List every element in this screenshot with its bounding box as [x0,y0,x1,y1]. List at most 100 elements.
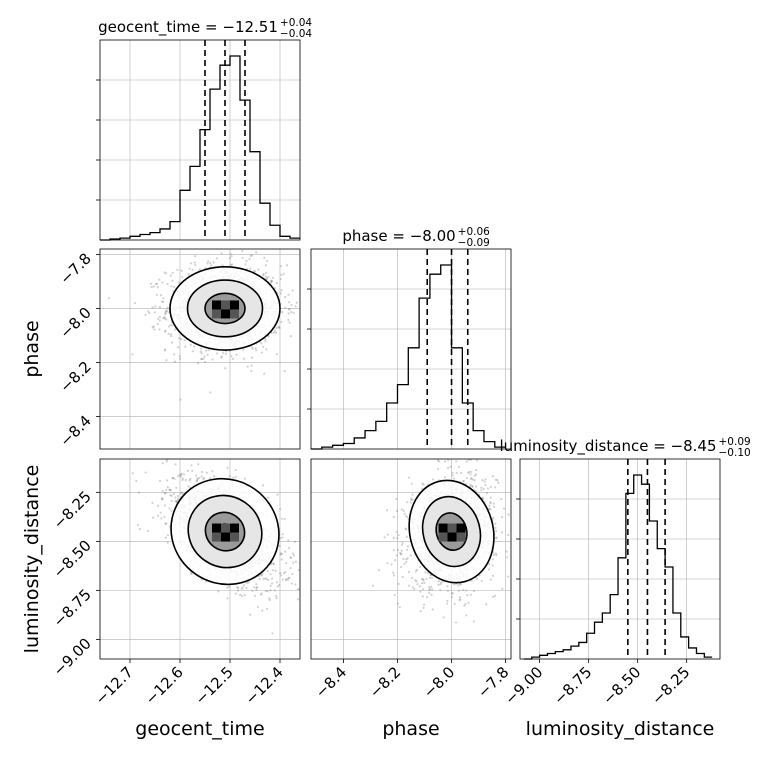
scatter-point [235,353,238,356]
scatter-point [241,249,244,252]
scatter-point [265,259,269,263]
scatter-point [199,350,202,353]
scatter-point [261,274,265,277]
scatter-point [174,463,177,466]
density-peak-bin [221,300,230,310]
scatter-point [436,467,440,471]
scatter-point [451,592,454,595]
scatter-point [489,501,492,504]
scatter-point [415,568,419,571]
scatter-frame [99,458,301,660]
scatter-point [481,479,484,482]
scatter-point [163,316,166,319]
scatter-point [410,498,413,502]
scatter-point [494,478,498,481]
scatter-point [165,272,168,275]
scatter-point [237,586,240,589]
histogram-panel-phase: phase = −8.00 +0.06−0.09 [307,226,511,450]
scatter-point [160,300,164,303]
scatter-point [274,569,277,572]
scatter-point [287,539,290,542]
scatter-point [166,306,169,309]
scatter-point [170,285,173,288]
scatter-point [304,332,306,334]
scatter-point [260,342,263,345]
scatter-point [286,578,290,582]
scatter-point [243,477,246,480]
scatter-point [428,589,431,592]
scatter-point [157,514,160,517]
scatter-point [278,545,281,548]
scatter-point [280,574,283,577]
scatter-point [164,329,167,332]
scatter-point [156,282,159,285]
scatter-point [415,580,418,583]
histogram-step-line [523,474,713,660]
scatter-point [155,293,158,296]
scatter-point [253,594,257,597]
scatter-point [137,491,140,494]
scatter-point [193,261,196,264]
scatter-point [245,581,249,585]
scatter-point [265,272,268,275]
scatter-point [455,471,458,474]
scatter-point [469,483,472,487]
scatter-point [152,285,156,288]
x-tick-label: −8.4 [312,663,350,701]
scatter-point [505,550,508,553]
scatter-point [173,353,176,356]
density-peak-bin [212,532,221,542]
scatter-point [220,356,223,359]
scatter-point [488,507,491,510]
density-peak-bin [212,309,221,319]
scatter-point [328,535,330,537]
y-tick-label: −9.00 [50,634,95,679]
x-axis-label-luminosity_distance: luminosity_distance [526,718,715,740]
scatter-point [262,577,265,580]
scatter-point [190,572,193,576]
scatter-point [262,345,265,348]
scatter-point [151,501,154,505]
scatter-point [245,586,248,590]
scatter-point [195,480,198,483]
scatter-point [446,589,450,592]
scatter-point [241,586,244,589]
scatter-point [207,260,210,263]
scatter-point [469,593,472,596]
scatter-point [447,459,450,461]
scatter-point [472,620,475,623]
scatter-point [259,574,263,577]
scatter-point [250,369,253,373]
scatter-point [179,398,182,401]
scatter-point [253,269,256,273]
scatter-point [289,335,292,338]
scatter-point [255,349,258,352]
y-tick-label: −8.25 [50,487,95,532]
scatter-point [489,502,492,505]
scatter-point [377,569,380,572]
scatter-point [272,563,275,566]
scatter-point [446,602,449,605]
scatter-point [291,289,294,292]
scatter-point [428,576,432,579]
scatter-point [446,466,450,470]
scatter-point [280,320,283,324]
x-tick-label: −12.4 [242,663,287,708]
scatter-point [476,459,479,462]
scatter-point [491,564,494,567]
scatter-point [421,588,425,591]
density-peak-bin [456,523,466,533]
histogram-frame [99,39,301,241]
scatter-point [492,553,495,557]
scatter-point [279,552,283,555]
scatter-point [161,300,165,304]
scatter-point [430,593,433,596]
scatter-point [467,471,470,474]
scatter-point [283,517,286,521]
scatter-point [284,306,287,309]
scatter-point [484,483,487,487]
scatter-point [203,476,206,480]
scatter-point [159,294,163,297]
scatter-point [487,562,491,566]
scatter-point [173,477,176,480]
